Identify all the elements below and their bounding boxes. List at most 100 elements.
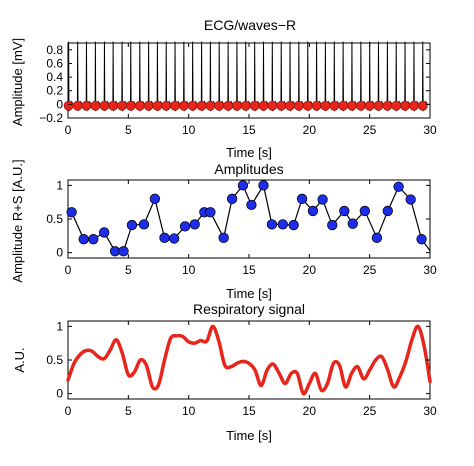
r-wave-marker <box>205 100 216 111</box>
amplitude-point <box>405 194 416 205</box>
r-wave-marker <box>311 100 322 111</box>
r-wave-marker <box>338 100 349 111</box>
amplitudes-plot-area <box>66 180 431 257</box>
amplitude-point <box>226 193 238 204</box>
amplitude-point <box>393 181 404 192</box>
amplitude-point <box>138 219 150 230</box>
amplitude-point <box>307 205 319 217</box>
amplitude-point <box>88 234 99 245</box>
r-wave-marker <box>117 100 127 111</box>
amplitudes-y-tick-label: 0.5 <box>46 212 63 226</box>
amplitude-point <box>118 246 129 257</box>
r-wave-marker <box>63 100 74 111</box>
ecg-y-tick-label: 0 <box>56 97 63 111</box>
amplitudes-panel: Amplitudes 0 5 10 15 20 25 30 0 0.5 1 Time [s] Am… <box>10 159 437 301</box>
amplitude-point <box>382 205 393 217</box>
r-wave-marker <box>276 100 287 111</box>
ecg-x-tick-label: 20 <box>303 123 317 137</box>
ecg-y-tick-label: 0.4 <box>46 70 63 84</box>
amplitude-point <box>258 180 269 191</box>
r-wave-marker <box>285 100 295 111</box>
amplitude-point <box>339 205 350 217</box>
r-wave-marker <box>364 100 375 111</box>
amplitudes-x-tick-label: 20 <box>303 263 317 277</box>
r-wave-marker <box>99 100 110 111</box>
respiratory-x-tick-label: 0 <box>65 404 72 418</box>
r-wave-marker <box>267 100 278 111</box>
r-wave-marker <box>196 100 207 111</box>
amplitude-point <box>99 227 110 238</box>
respiratory-y-tick-label: 1 <box>56 319 63 333</box>
amplitude-point <box>347 218 358 229</box>
amplitude-point <box>359 205 370 217</box>
r-wave-marker <box>187 100 198 111</box>
amplitude-point <box>78 234 89 245</box>
r-wave-marker <box>302 100 313 111</box>
ecg-x-tick-label: 15 <box>242 123 256 137</box>
r-wave-marker <box>293 100 304 111</box>
respiratory-x-tick-label: 5 <box>125 404 132 418</box>
r-wave-marker <box>90 100 101 111</box>
amplitude-point <box>237 180 249 191</box>
amplitude-point <box>159 232 170 243</box>
r-wave-marker <box>249 100 260 111</box>
ecg-y-tick-label: −0.2 <box>39 111 63 125</box>
amplitudes-y-tick-label: 0 <box>56 246 63 260</box>
amplitude-point <box>149 193 161 204</box>
respiratory-x-tick-label: 25 <box>363 404 377 418</box>
amplitudes-ticks: 0 5 10 15 20 25 30 0 0.5 1 <box>46 178 437 277</box>
ecg-y-axis-label: Amplitude [mV] <box>10 38 25 126</box>
respiratory-y-tick-label: 0 <box>56 387 63 401</box>
amplitudes-y-tick-label: 1 <box>56 178 63 192</box>
respiratory-x-tick-label: 20 <box>303 404 317 418</box>
respiratory-x-tick-label: 15 <box>242 404 256 418</box>
respiratory-plot-area <box>66 324 432 396</box>
amplitude-point <box>218 232 229 243</box>
r-wave-marker <box>258 100 269 111</box>
r-wave-marker <box>232 100 242 111</box>
r-wave-marker <box>214 100 225 111</box>
r-wave-marker <box>382 100 393 111</box>
ecg-panel: ECG/waves−R 0 5 10 15 20 25 30−0.200.20.40.60.… <box>10 17 437 160</box>
amplitudes-x-tick-label: 0 <box>65 263 72 277</box>
ecg-trace-line <box>67 41 430 112</box>
ecg-y-tick-label: 0.8 <box>46 43 63 57</box>
amplitudes-x-tick-label: 30 <box>423 263 437 277</box>
ecg-x-axis-label: Time [s] <box>226 145 272 160</box>
r-wave-marker <box>152 100 163 111</box>
amplitude-point <box>371 232 383 243</box>
respiratory-x-tick-label: 10 <box>182 404 196 418</box>
amplitude-point <box>416 234 427 245</box>
amplitude-point <box>66 207 77 218</box>
ecg-x-tick-label: 0 <box>65 123 72 137</box>
amplitudes-x-tick-label: 5 <box>125 263 132 277</box>
ecg-plot-area <box>63 41 430 112</box>
ecg-x-tick-label: 5 <box>125 123 132 137</box>
amplitudes-x-tick-label: 25 <box>363 263 377 277</box>
respiratory-x-axis-label: Time [s] <box>226 428 272 443</box>
r-wave-marker <box>320 100 331 111</box>
amplitude-point <box>126 219 138 231</box>
r-wave-marker <box>81 100 92 111</box>
ecg-y-tick-label: 0.2 <box>46 84 63 98</box>
ecg-x-tick-label: 30 <box>423 123 437 137</box>
r-wave-marker <box>373 100 384 111</box>
ecg-x-tick-label: 10 <box>182 123 196 137</box>
amplitude-point <box>296 193 308 204</box>
r-wave-marker <box>108 100 119 111</box>
respiratory-y-tick-label: 0.5 <box>46 353 63 367</box>
respiratory-title: Respiratory signal <box>193 301 305 317</box>
r-wave-marker <box>223 100 234 111</box>
amplitudes-title: Amplitudes <box>214 161 283 177</box>
amplitude-point <box>169 233 180 244</box>
respiratory-panel: Respiratory signal 0 5 10 15 20 25 30 0 0.5 1 Tim… <box>12 301 437 443</box>
r-wave-marker <box>391 100 402 111</box>
respiratory-signal-line <box>66 324 432 396</box>
respiratory-x-tick-label: 30 <box>423 404 437 418</box>
amplitude-point <box>277 219 288 230</box>
amplitude-point <box>266 219 278 230</box>
r-wave-marker <box>143 100 154 111</box>
r-wave-marker <box>417 100 428 111</box>
ecg-ticks: 0 5 10 15 20 25 30−0.200.20.40.60.8 <box>39 43 437 137</box>
r-wave-marker <box>409 100 419 111</box>
